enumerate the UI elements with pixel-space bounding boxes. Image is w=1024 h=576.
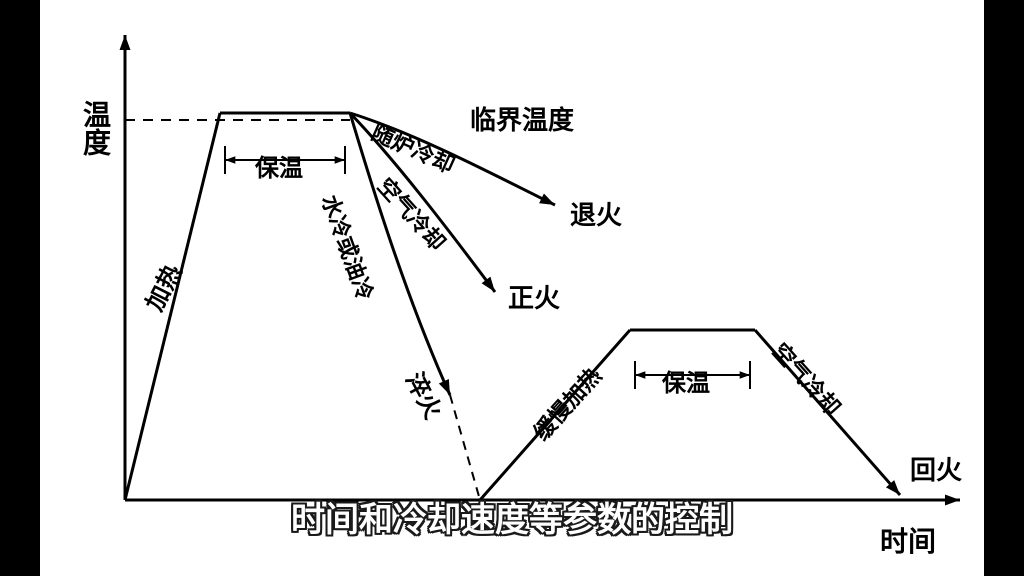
hold1-label: 保温 bbox=[255, 148, 303, 183]
chart-area: 温度 时间 临界温度 保温 保温 加热 随炉冷却 退火 空气冷却 正火 水冷或油… bbox=[40, 0, 984, 576]
hold2-label: 保温 bbox=[662, 363, 710, 398]
temper-label: 回火 bbox=[910, 450, 962, 487]
normalize-label: 正火 bbox=[508, 278, 560, 315]
letterbox-left bbox=[0, 0, 40, 576]
critical-temp-label: 临界温度 bbox=[470, 100, 574, 137]
anneal-label: 退火 bbox=[570, 195, 622, 232]
frame: 温度 时间 临界温度 保温 保温 加热 随炉冷却 退火 空气冷却 正火 水冷或油… bbox=[0, 0, 1024, 576]
y-axis-label: 温度 bbox=[75, 100, 115, 156]
video-caption: 时间和冷却速度等参数的控制 bbox=[0, 492, 1024, 541]
letterbox-right bbox=[984, 0, 1024, 576]
